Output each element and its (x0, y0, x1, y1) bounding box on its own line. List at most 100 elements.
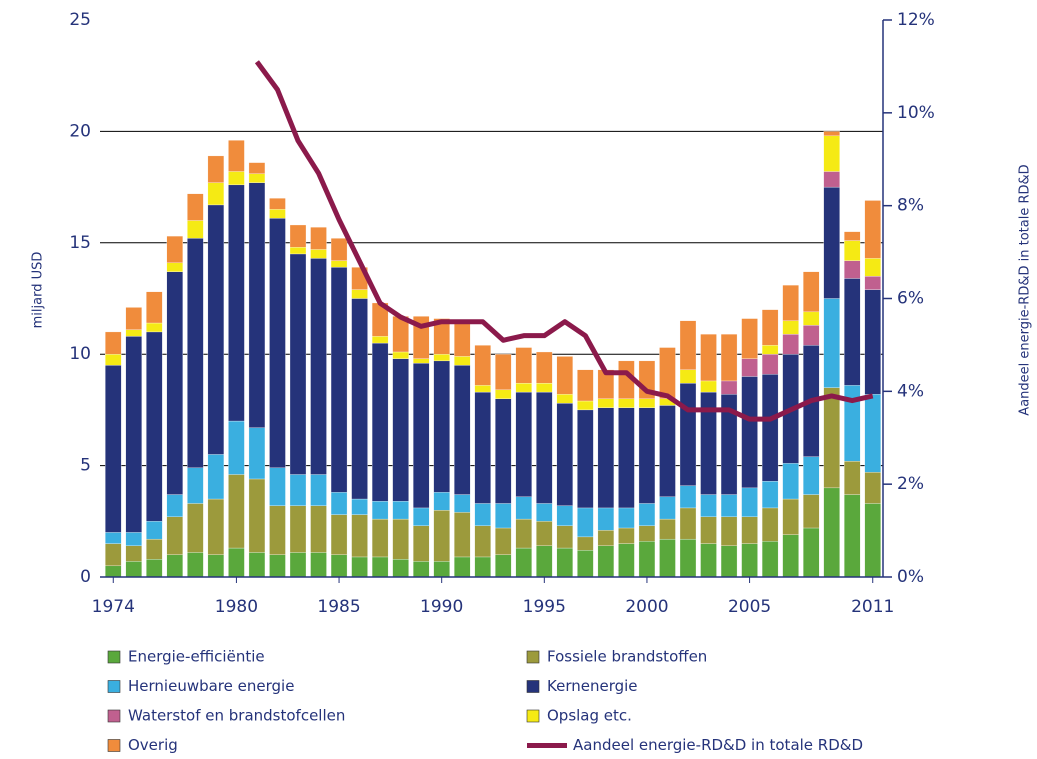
bar-segment (105, 354, 122, 366)
bar-segment (823, 171, 840, 188)
bar-segment (413, 561, 430, 578)
x-tick-label: 2005 (728, 597, 771, 617)
bar-segment (413, 362, 430, 509)
bar-segment (187, 503, 204, 553)
legend-swatch (107, 680, 121, 693)
bar-segment (536, 521, 553, 546)
bar-segment (392, 358, 409, 502)
bar-segment (864, 276, 881, 290)
line-series (254, 60, 874, 422)
bar-segment (515, 547, 532, 578)
bar-segment (823, 186, 840, 299)
bar-segment (659, 538, 676, 578)
legend-swatch (526, 650, 540, 664)
bar-segment (556, 505, 573, 526)
bar-segment (433, 492, 450, 511)
bar-segment (146, 331, 163, 522)
y2-axis-label: Aandeel energie-RD&D in totale RD&D (1018, 164, 1033, 415)
bar-segment (515, 496, 532, 520)
y2-tick-label: 10% (897, 103, 935, 123)
bar-segment (761, 481, 779, 509)
bar-segment (454, 320, 471, 357)
bar-segment (536, 391, 553, 504)
bar-segment (577, 400, 594, 411)
bar-segment (679, 369, 697, 384)
bar-segment (228, 140, 245, 172)
bar-segment (495, 398, 512, 504)
y2-tick-label: 4% (897, 381, 924, 401)
bar-segment (618, 507, 635, 529)
bar-segment (577, 550, 594, 578)
bar-segment (823, 298, 840, 388)
bar-segment (330, 514, 348, 555)
bar-segment (741, 543, 758, 578)
bar-segment (536, 503, 553, 522)
bar-segment (125, 329, 142, 337)
bar-segment (659, 347, 676, 399)
y2-tick-label: 0% (897, 567, 924, 587)
bar-segment (659, 405, 676, 497)
bar-segment (187, 193, 204, 221)
bar-segment (474, 385, 491, 393)
bar-segment (782, 498, 799, 535)
bar-segment (371, 556, 389, 578)
bar-segment (659, 496, 676, 520)
x-tick-label: 1974 (92, 597, 135, 617)
bar-segment (392, 501, 409, 520)
bar-segment (803, 494, 820, 529)
bar-segment (330, 267, 348, 493)
y2-tick-label: 2% (897, 474, 924, 494)
bar-segment (207, 155, 225, 183)
bar-segment (146, 521, 163, 540)
bar-segment (207, 498, 225, 555)
bar-segment (495, 354, 512, 390)
bar-segment (433, 360, 450, 493)
bar-segment (248, 552, 266, 578)
bar-segment (700, 380, 717, 393)
bar-segment (187, 552, 204, 578)
legend-swatch (526, 709, 540, 723)
bar-segment (269, 505, 286, 555)
legend-label: Opslag etc. (547, 707, 632, 725)
bar-segment (864, 503, 881, 578)
bar-segment (269, 209, 286, 219)
bar-segment (844, 240, 861, 261)
bar-segment (330, 238, 348, 261)
bar-segment (289, 505, 307, 553)
bar-segment (289, 552, 307, 578)
legend-label: Energie-efficiëntie (128, 648, 265, 666)
y-axis-label: miljard USD (31, 252, 46, 329)
bar-segment (495, 527, 512, 555)
bar-segment (310, 258, 327, 475)
bar-segment (741, 487, 758, 517)
legend-swatch (107, 709, 121, 723)
bar-segment (433, 318, 450, 355)
bar-segment (803, 325, 820, 346)
bar-segment (454, 365, 471, 495)
bar-segment (351, 556, 368, 578)
bar-segment (720, 545, 738, 578)
bar-segment (371, 501, 389, 520)
bar-segment (864, 258, 881, 277)
bar-segment (187, 238, 204, 468)
bar-segment (413, 358, 430, 364)
bar-segment (618, 398, 635, 408)
x-tick-label: 1990 (420, 597, 463, 617)
bar-segment (371, 342, 389, 502)
bar-segment (515, 391, 532, 497)
bar-segment (207, 182, 225, 206)
bar-segment (310, 474, 327, 506)
bar-segment (720, 494, 738, 517)
bar-segment (474, 525, 491, 558)
bar-segment (761, 541, 779, 578)
bar-segment (761, 374, 779, 482)
bar-segment (330, 260, 348, 268)
bar-segment (269, 467, 286, 506)
bar-segment (166, 235, 183, 264)
y-tick-label: 25 (69, 10, 91, 30)
bar-segment (269, 554, 286, 578)
bar-segment (638, 407, 656, 504)
bar-segment (495, 389, 512, 399)
bar-segment (803, 527, 820, 578)
